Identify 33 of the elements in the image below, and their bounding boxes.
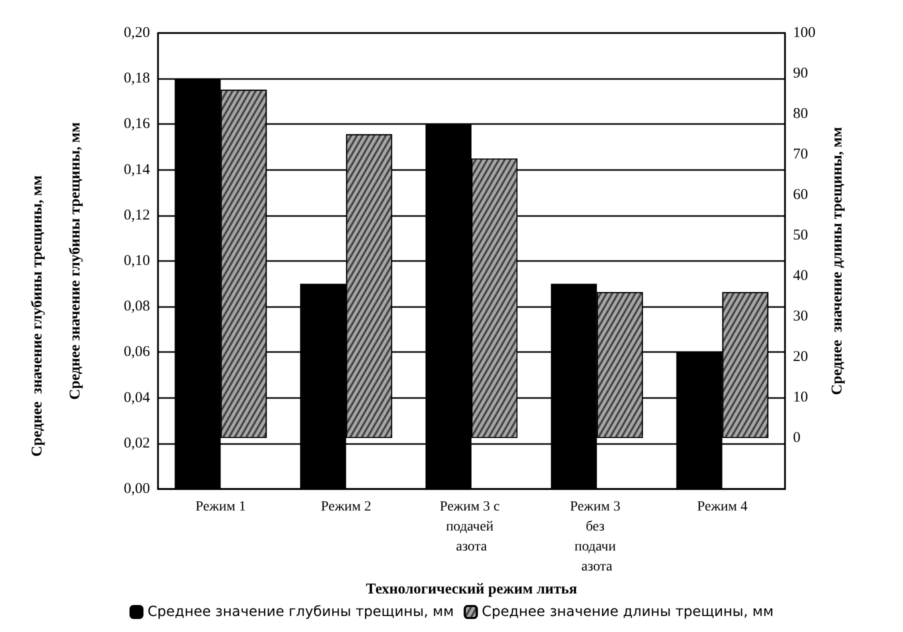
x-axis-title: Технологический режим литья <box>366 581 578 598</box>
y2-tick-label: 70 <box>793 146 808 162</box>
y-tick-label: 0,18 <box>124 70 150 87</box>
x-tick-label: Режим 3 с подачей азота <box>440 500 504 554</box>
y2-tick-label: 10 <box>793 389 808 406</box>
x-tick-label: Режим 1 <box>196 500 246 514</box>
y2-tick-label: 30 <box>793 308 808 324</box>
y-tick-label: 0,20 <box>124 25 150 41</box>
y-tick-label: 0,06 <box>124 344 150 360</box>
y2-tick-label: 60 <box>793 186 808 203</box>
y2-tick-label: 40 <box>793 268 808 284</box>
y-tick-label: 0,08 <box>124 298 150 315</box>
y-tick-label: 0,12 <box>124 207 150 224</box>
y-tick-label: 0,14 <box>124 162 150 178</box>
x-tick-label: Режим 4 <box>697 500 748 514</box>
x-tick-label: Режим 3 без подачи азота <box>570 500 624 574</box>
y2-tick-label: 0 <box>793 430 800 446</box>
y2-tick-label: 100 <box>793 25 816 41</box>
y2-tick-label: 90 <box>793 65 808 82</box>
legend-label: Среднее значение длины трещины, мм <box>482 604 774 620</box>
y-tick-label: 0,02 <box>124 435 150 452</box>
y-tick-label: 0,00 <box>124 481 150 497</box>
y2-tick-label: 50 <box>793 227 808 244</box>
y2-tick-label: 80 <box>793 106 808 122</box>
y-axis-title: Среднее значение глубины трещины, мм <box>68 122 84 400</box>
legend-label: Среднее значение глубины трещины, мм <box>147 604 454 620</box>
text: Среднее значение глубины трещины, мм <box>30 175 46 457</box>
x-tick-label: Режим 2 <box>320 500 372 514</box>
y-tick-label: 0,16 <box>124 116 150 132</box>
y-tick-label: 0,10 <box>124 253 150 269</box>
y-tick-label: 0,04 <box>124 390 150 406</box>
y2-tick-label: 20 <box>793 348 808 365</box>
y2-axis-title: Среднее значение длины трещины, мм <box>830 127 846 395</box>
